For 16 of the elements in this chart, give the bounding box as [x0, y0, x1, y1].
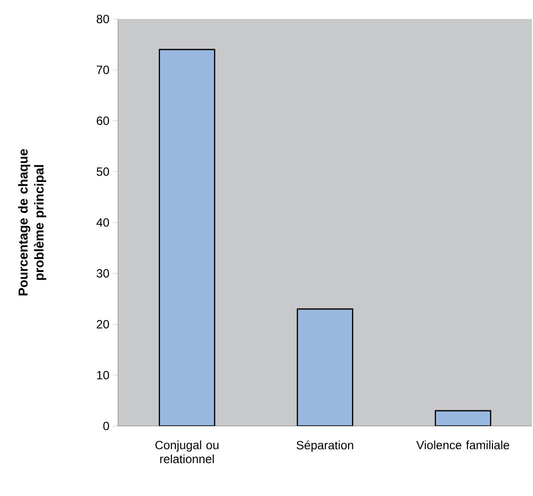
x-tick-label: Séparation [296, 440, 354, 452]
y-tick-label: 10 [97, 370, 110, 380]
y-tick-label: 40 [96, 218, 110, 227]
y-tick-label: 30 [96, 269, 110, 278]
bar [434, 410, 492, 426]
bar [158, 48, 216, 426]
bar [296, 308, 354, 426]
y-tick-label: 60 [96, 116, 110, 125]
x-tick-label: Violence familiale [416, 440, 510, 450]
x-tick-label: Conjugal ou relationnel [155, 440, 218, 464]
y-tick-label: 0 [103, 422, 110, 430]
y-tick-label: 80 [96, 14, 110, 24]
y-tick-label: 70 [96, 66, 110, 74]
y-axis-title: Pourcentage de chaque problème principal [18, 149, 46, 296]
y-tick-label: 50 [96, 167, 110, 176]
y-tick-label: 20 [96, 320, 110, 328]
